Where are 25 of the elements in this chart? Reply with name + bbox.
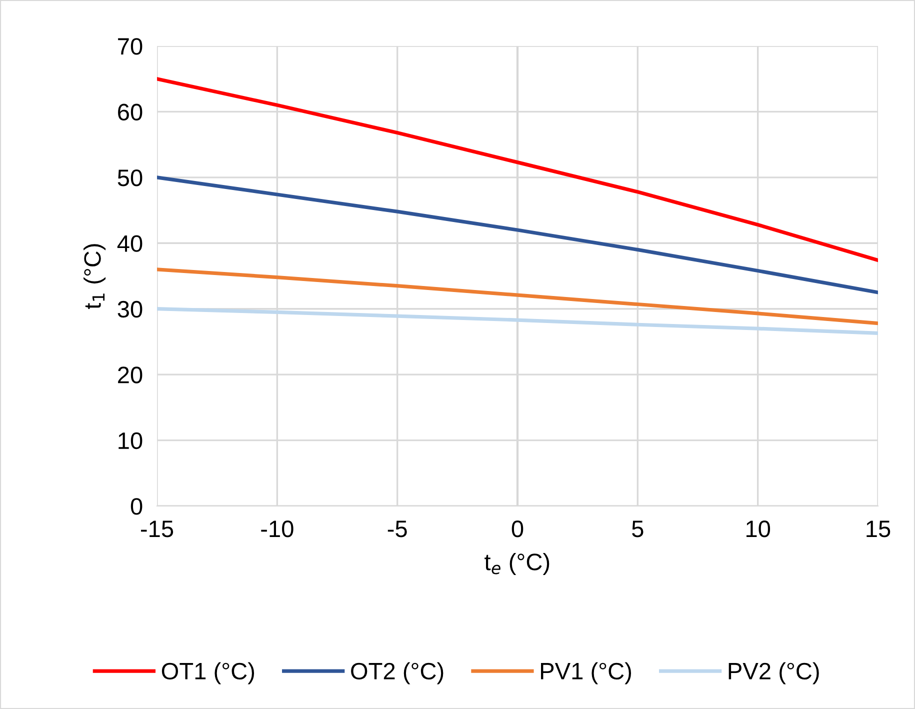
x-tick-label: 5 — [632, 520, 644, 538]
legend-label: OT2 (°C) — [351, 662, 444, 684]
x-tick-label: 10 — [746, 520, 770, 538]
y-tick-label: 70 — [118, 38, 142, 55]
line-series — [157, 77, 878, 262]
line-series — [157, 268, 878, 326]
y-tick-label: 30 — [118, 300, 142, 318]
x-tick-label: -10 — [261, 520, 294, 538]
y-tick-label: 0 — [130, 498, 142, 515]
y-tick-label: 50 — [118, 169, 142, 186]
line-series — [157, 176, 878, 294]
legend-label: PV1 (°C) — [541, 662, 632, 684]
legend-label: PV2 (°C) — [728, 662, 819, 684]
line-series — [157, 307, 878, 335]
y-tick-label: 20 — [118, 366, 142, 384]
y-tick-label: 60 — [118, 104, 142, 120]
y-axis-title: t$_{1}$ (°C) — [84, 244, 106, 310]
y-tick-label: 10 — [118, 432, 142, 450]
x-tick-label: -5 — [388, 520, 407, 538]
x-tick-label: 15 — [866, 520, 890, 538]
x-axis-title: t$_{e}$ (°C) — [484, 553, 550, 576]
x-tick-label: -15 — [140, 520, 174, 538]
legend-label: OT1 (°C) — [162, 662, 254, 684]
y-tick-label: 40 — [117, 235, 142, 252]
x-tick-label: 0 — [512, 520, 524, 538]
